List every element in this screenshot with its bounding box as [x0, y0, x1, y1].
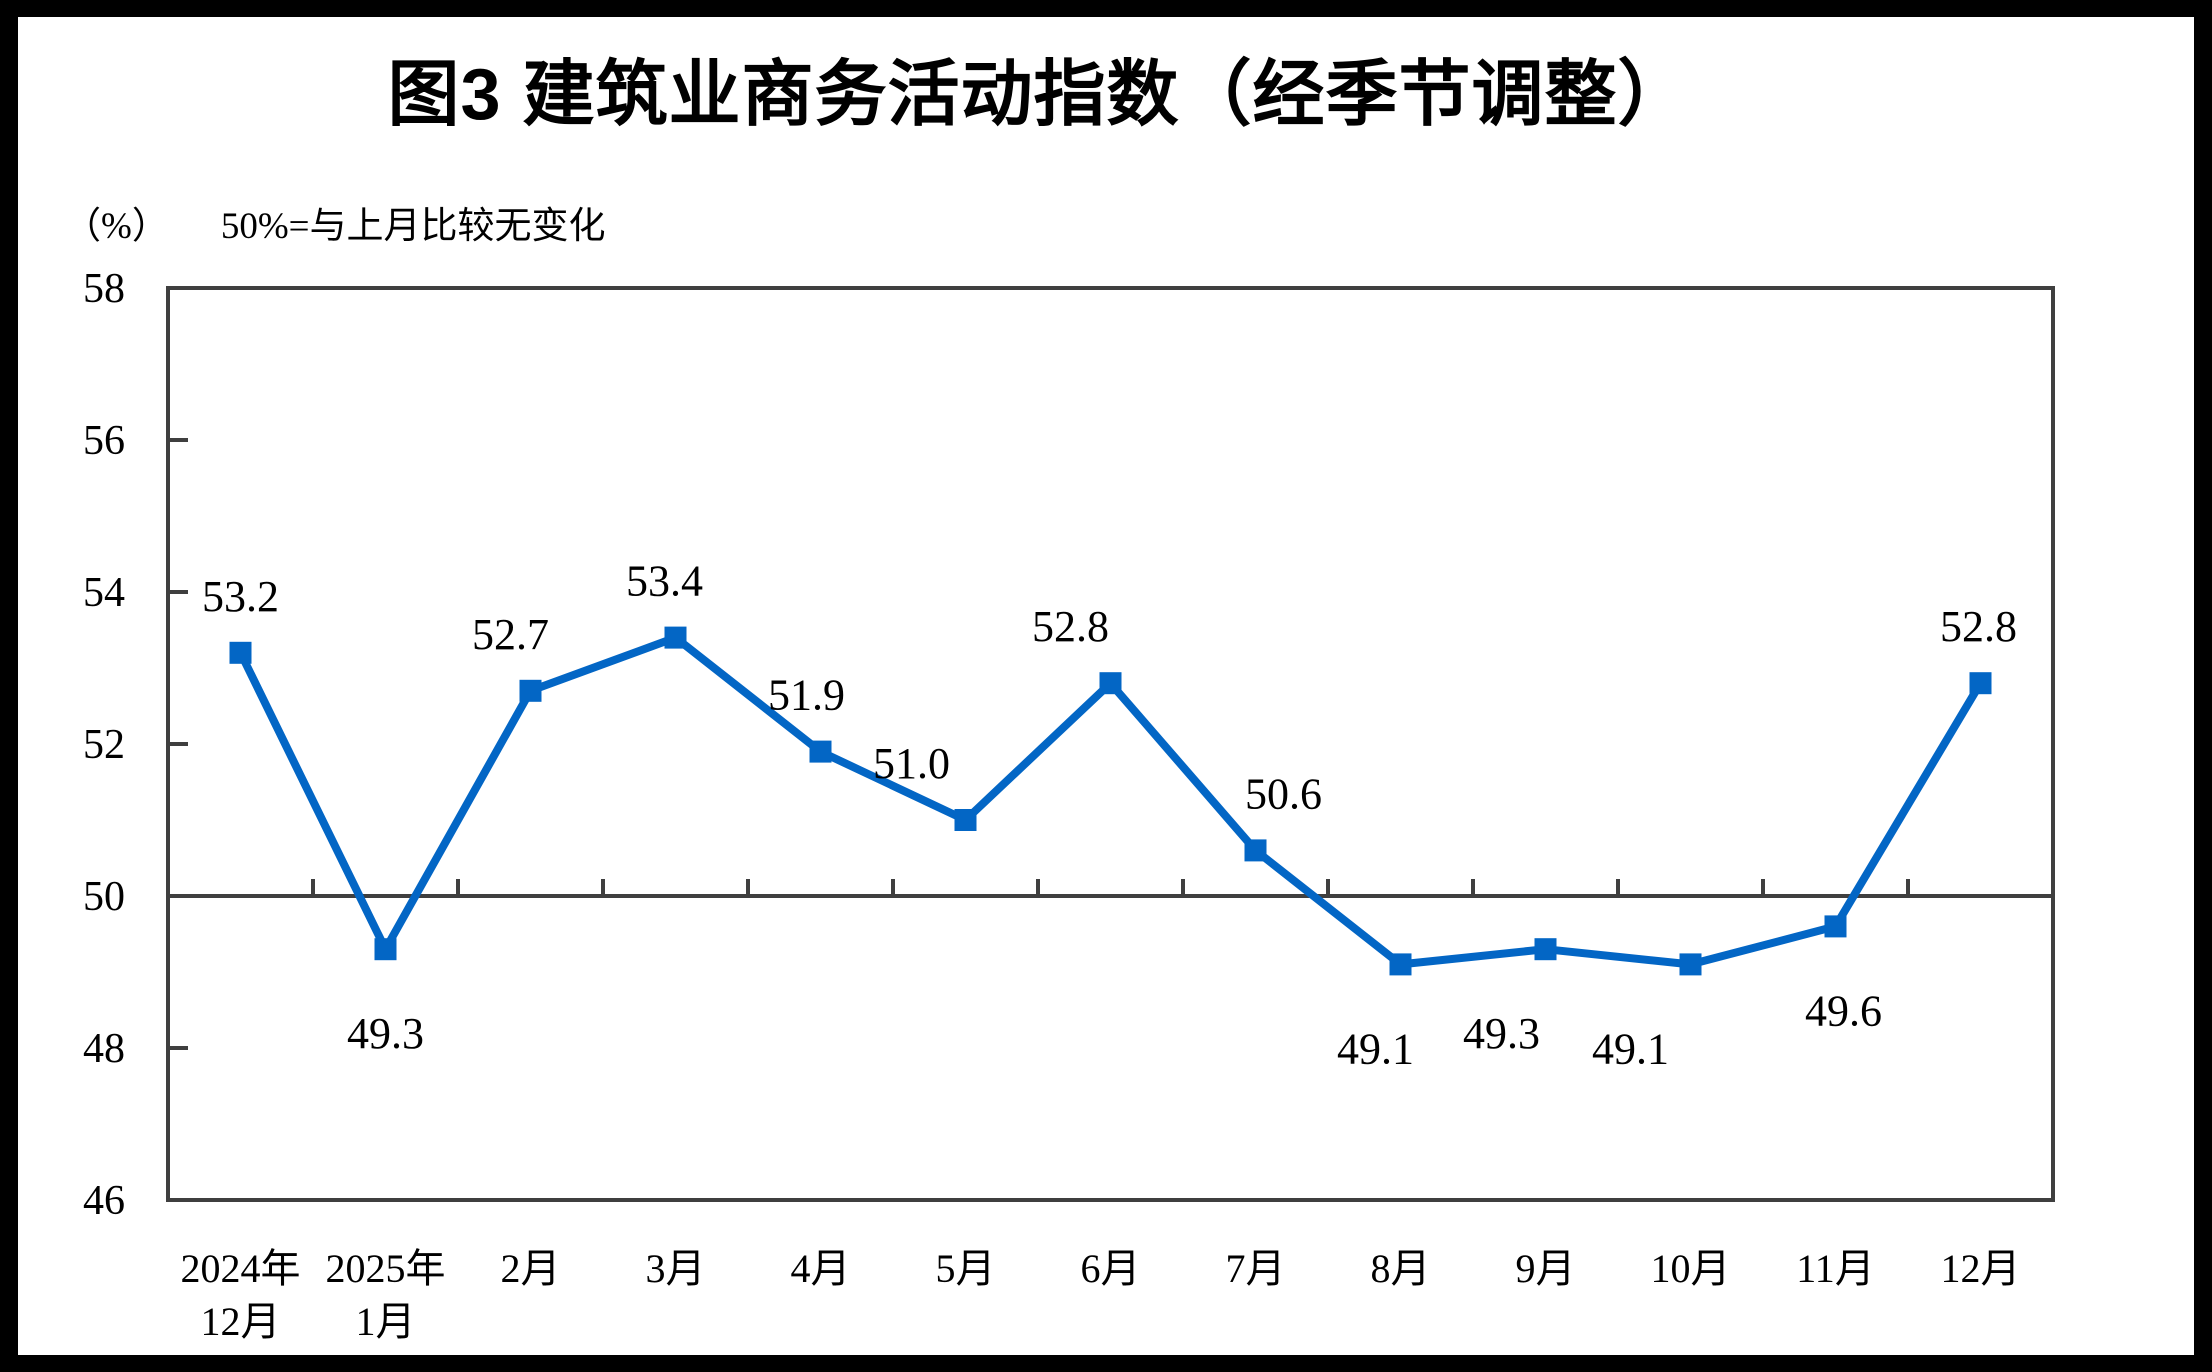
x-axis-label: 3月 — [646, 1246, 706, 1291]
x-axis-label: 8月 — [1371, 1246, 1431, 1291]
x-axis-label: 5月 — [936, 1246, 996, 1291]
x-axis-label: 7月 — [1226, 1246, 1286, 1291]
figure-canvas: 图3 建筑业商务活动指数（经季节调整） （%） 50%=与上月比较无变化 46 4… — [18, 17, 2194, 1355]
data-point-marker — [1534, 938, 1557, 961]
x-axis-label: 12月 — [1941, 1246, 2021, 1291]
x-axis-label: 6月 — [1081, 1246, 1141, 1291]
y-tick-label: 54 — [83, 570, 125, 616]
data-point-label: 51.0 — [873, 739, 950, 788]
reference-note: 50%=与上月比较无变化 — [220, 206, 606, 247]
data-point-label: 50.6 — [1245, 769, 1322, 818]
x-axis-label: 2月 — [501, 1246, 561, 1291]
line-chart: 46 48 50 52 54 56 58 53.2 49.3 52.7 53.4 51.9 51.0 52… — [83, 266, 2055, 1344]
data-point-label: 49.1 — [1337, 1024, 1414, 1073]
y-tick-label: 52 — [83, 722, 125, 768]
data-point-label: 53.2 — [202, 572, 279, 621]
data-point-label: 49.1 — [1592, 1024, 1669, 1073]
data-point-label: 53.4 — [626, 557, 703, 606]
data-point-label: 52.8 — [1032, 602, 1109, 651]
y-tick-label: 48 — [83, 1026, 125, 1072]
x-axis-label: 2024年 12月 — [181, 1246, 301, 1344]
data-point-label: 52.8 — [1940, 602, 2017, 651]
y-tick-label: 50 — [83, 874, 125, 920]
data-point-marker — [954, 809, 977, 831]
x-axis-label: 10月 — [1651, 1246, 1731, 1291]
y-tick-label: 58 — [83, 266, 125, 312]
y-axis-unit-label: （%） — [64, 206, 169, 247]
x-axis-label: 4月 — [791, 1246, 851, 1291]
data-point-marker — [1969, 672, 1992, 695]
y-tick-label: 56 — [83, 418, 125, 464]
data-point-marker — [1824, 915, 1847, 938]
x-axis-label: 9月 — [1516, 1246, 1576, 1291]
data-point-label: 49.6 — [1805, 986, 1882, 1035]
data-point-marker — [1679, 953, 1702, 976]
chart-subtitle: （%） 50%=与上月比较无变化 — [64, 195, 606, 249]
data-point-marker — [1244, 839, 1267, 862]
data-point-marker — [1389, 953, 1412, 976]
x-axis-label: 2025年 1月 — [326, 1246, 446, 1344]
data-point-label: 49.3 — [1463, 1009, 1540, 1058]
data-point-marker — [229, 641, 252, 664]
data-point-label: 49.3 — [347, 1009, 424, 1058]
data-point-label: 51.9 — [768, 671, 845, 720]
y-tick-label: 46 — [83, 1178, 125, 1224]
chart-title: 图3 建筑业商务活动指数（经季节调整） — [387, 55, 1691, 135]
data-point-marker — [809, 740, 832, 763]
x-axis-label: 11月 — [1796, 1246, 1875, 1291]
data-point-label: 52.7 — [472, 610, 549, 659]
data-point-marker — [664, 626, 687, 649]
data-point-marker — [374, 938, 397, 961]
data-point-marker — [519, 679, 542, 702]
plot-border — [166, 286, 2055, 1202]
data-point-marker — [1099, 672, 1122, 695]
